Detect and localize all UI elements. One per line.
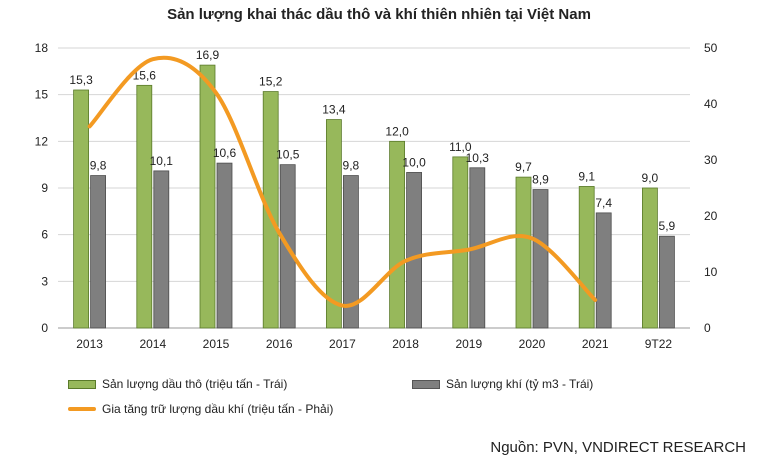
y-right-tick-label: 0 <box>704 321 711 335</box>
y-left-tick-label: 18 <box>35 41 49 55</box>
legend-oil-label: Sản lượng dầu thô (triệu tấn - Trái) <box>102 377 288 391</box>
bar-gas <box>342 175 359 329</box>
line-reserve <box>87 55 598 308</box>
bar-gas <box>90 175 106 329</box>
bar-oil-label: 9,7 <box>515 160 532 174</box>
y-left-tick-label: 0 <box>41 321 48 335</box>
y-left-tick-label: 3 <box>41 274 48 288</box>
bar-gas <box>659 235 675 329</box>
bar-oil <box>642 187 658 329</box>
x-tick-label: 2018 <box>392 337 419 351</box>
bar-gas-label: 9,8 <box>343 159 360 173</box>
bar-gas-label: 10,1 <box>150 154 174 168</box>
legend-reserve: Gia tăng trữ lượng dầu khí (triệu tấn - … <box>68 402 333 416</box>
x-tick-label: 2016 <box>266 337 293 351</box>
bar-oil <box>199 64 216 329</box>
y-left-tick-label: 12 <box>35 134 49 148</box>
bar-oil <box>515 176 532 329</box>
y-left-tick-label: 6 <box>41 228 48 242</box>
bar-gas <box>595 212 612 329</box>
x-tick-label: 2020 <box>519 337 546 351</box>
bar-gas <box>532 189 549 329</box>
x-tick-label: 2019 <box>455 337 482 351</box>
y-left-tick-label: 9 <box>41 181 48 195</box>
bar-oil <box>389 140 406 329</box>
chart-title: Sản lượng khai thác dầu thô và khí thiên… <box>167 6 591 23</box>
bar-oil-label: 9,1 <box>578 169 595 183</box>
bar-oil-label: 13,4 <box>322 103 346 117</box>
x-tick-label: 2014 <box>139 337 166 351</box>
bar-gas <box>153 170 170 329</box>
y-right-tick-label: 40 <box>704 97 718 111</box>
x-tick-label: 2017 <box>329 337 356 351</box>
bar-gas-label: 10,5 <box>276 148 300 162</box>
bar-oil-label: 12,0 <box>385 124 409 138</box>
bar-oil <box>262 91 279 329</box>
bar-oil-label: 15,6 <box>133 68 157 82</box>
y-right-tick-label: 30 <box>704 153 718 167</box>
y-right-tick-label: 10 <box>704 265 718 279</box>
bar-gas-label: 9,8 <box>90 159 107 173</box>
x-tick-label: 2013 <box>76 337 103 351</box>
legend-reserve-label: Gia tăng trữ lượng dầu khí (triệu tấn - … <box>102 402 334 416</box>
bar-gas <box>406 172 423 329</box>
bar-gas-label: 10,0 <box>402 155 426 169</box>
bar-oil-label: 16,9 <box>196 48 220 62</box>
bar-gas-label: 8,9 <box>532 173 549 187</box>
bar-gas-label: 5,9 <box>659 219 676 233</box>
bar-oil <box>136 84 153 329</box>
legend-gas-swatch <box>412 379 440 389</box>
legend-oil-swatch <box>68 379 96 389</box>
y-right-tick-label: 50 <box>704 41 718 55</box>
x-tick-label: 9T22 <box>645 337 673 351</box>
legend-gas-label: Sản lượng khí (tỷ m3 - Trái) <box>446 377 594 391</box>
legend-reserve-swatch <box>68 407 96 411</box>
legend-oil: Sản lượng dầu thô (triệu tấn - Trái) <box>68 377 287 391</box>
bar-oil <box>578 186 595 329</box>
bar-gas <box>216 162 233 329</box>
bar-oil <box>73 89 89 329</box>
bar-gas-label: 7,4 <box>595 196 612 210</box>
chart-plot: 0 3 6 9 12 15 18 0 10 20 30 40 50 15,3 9,8 2013 15,6 10,1… <box>35 41 718 351</box>
x-tick-label: 2015 <box>203 337 230 351</box>
bar-oil-label: 11,0 <box>449 140 472 154</box>
source-note: Nguồn: PVN, VNDIRECT RESEARCH <box>490 439 746 456</box>
y-right-tick-label: 20 <box>704 209 718 223</box>
bar-gas-label: 10,3 <box>466 151 490 165</box>
y-left-tick-label: 15 <box>35 88 49 102</box>
bar-oil <box>452 156 469 329</box>
legend-gas: Sản lượng khí (tỷ m3 - Trái) <box>412 377 593 391</box>
x-tick-label: 2021 <box>582 337 609 351</box>
bar-gas-label: 10,6 <box>213 146 237 160</box>
bar-oil <box>325 119 342 329</box>
bar-oil-label: 15,2 <box>259 75 283 89</box>
bar-oil-label: 15,3 <box>69 73 93 87</box>
bar-oil-label: 9,0 <box>642 171 659 185</box>
